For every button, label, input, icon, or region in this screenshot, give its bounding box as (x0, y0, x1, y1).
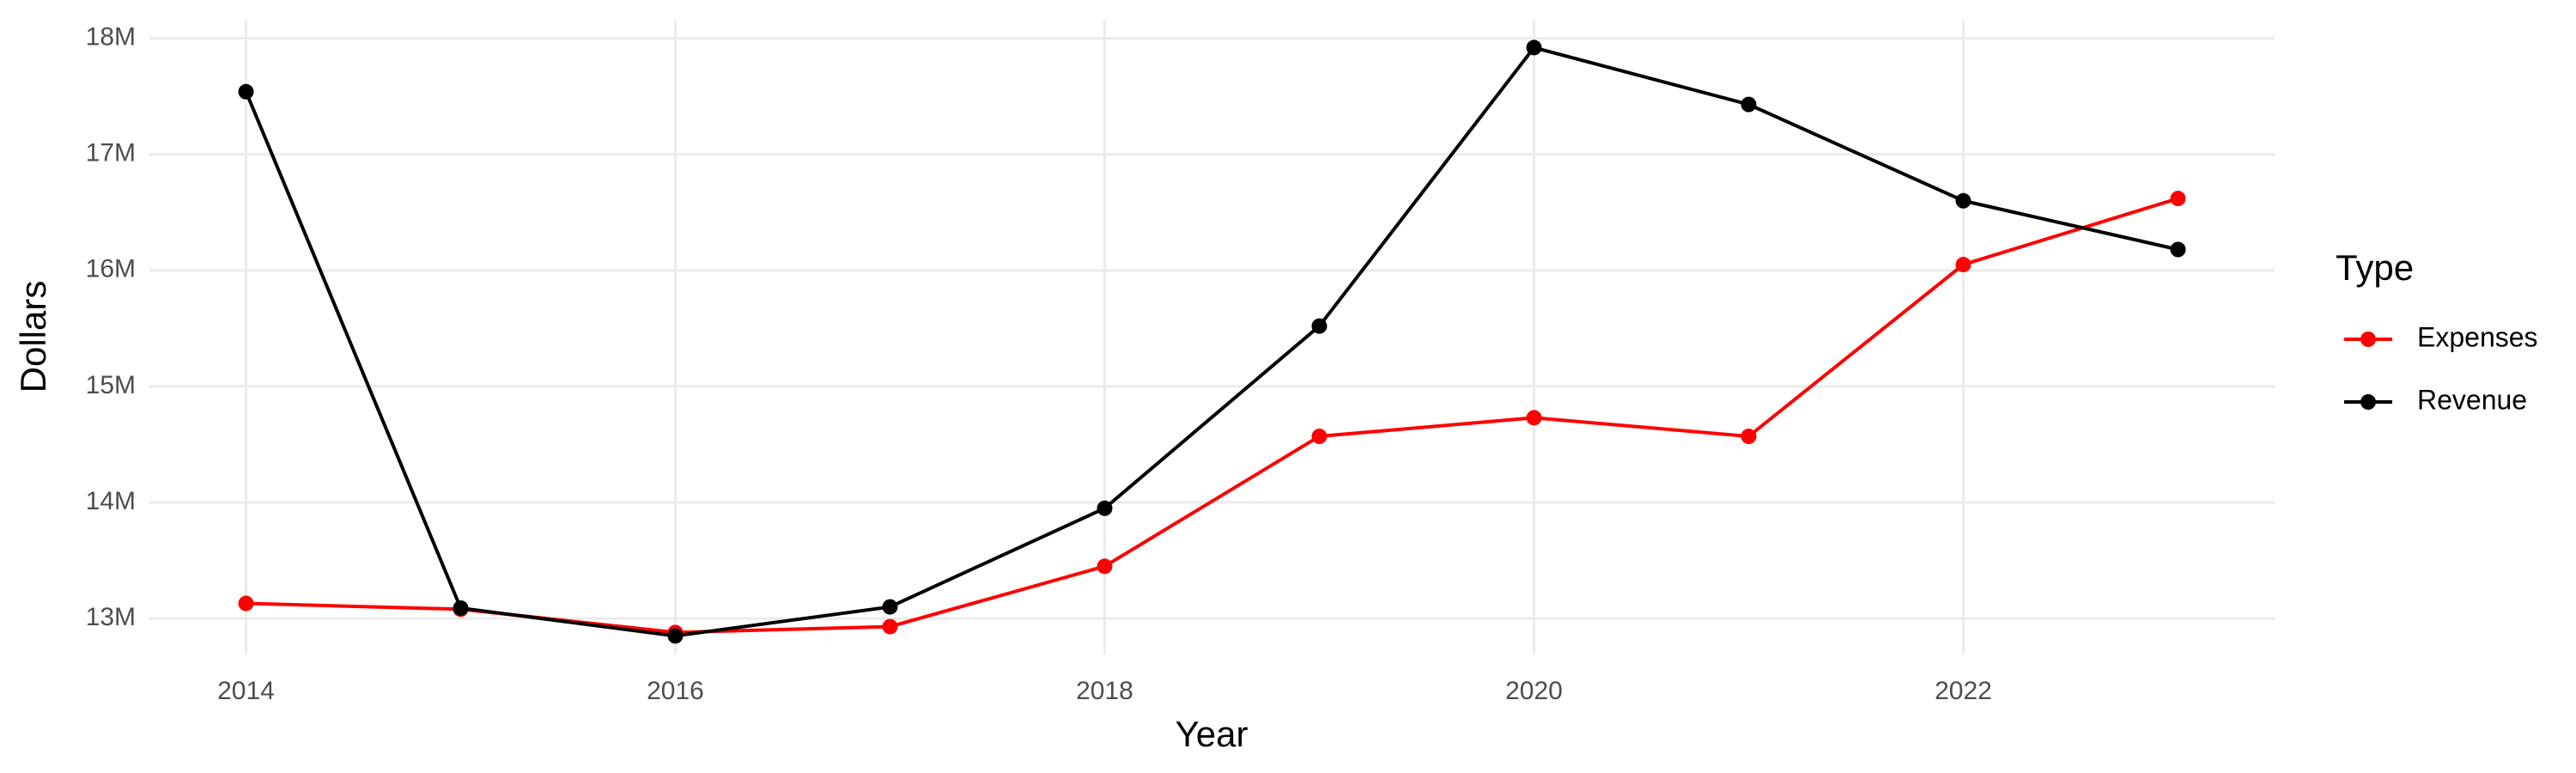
series-line (244, 46, 2178, 638)
data-point (1526, 410, 1542, 426)
data-point (2170, 191, 2186, 207)
y-tick-label: 13M (86, 603, 136, 631)
data-point (1741, 96, 1757, 113)
data-point (1311, 318, 1327, 334)
data-point (1311, 429, 1327, 445)
legend-label: Revenue (2417, 384, 2527, 415)
y-tick-label: 16M (86, 255, 136, 283)
data-point (1097, 500, 1113, 516)
y-tick-label: 18M (86, 23, 136, 52)
x-tick-label: 2016 (647, 677, 704, 705)
x-tick-label: 2014 (217, 677, 275, 705)
y-axis-title: Dollars (13, 281, 53, 393)
y-tick-label: 17M (86, 139, 136, 167)
data-point (238, 83, 254, 100)
x-tick-label: 2020 (1505, 677, 1563, 705)
data-point (1955, 257, 1971, 273)
legend-key-point (2360, 332, 2376, 347)
y-tick-label: 14M (86, 487, 136, 515)
data-point (1097, 558, 1113, 575)
data-point (1955, 192, 1971, 209)
legend-label: Expenses (2417, 321, 2538, 352)
legend-key-point (2360, 394, 2376, 410)
x-tick-label: 2022 (1935, 677, 1992, 705)
data-point (2170, 241, 2186, 258)
legend-title: Type (2336, 247, 2414, 288)
data-point (238, 595, 254, 612)
x-axis-title: Year (1176, 714, 1249, 754)
data-point (882, 618, 898, 635)
data-point (453, 600, 469, 616)
data-point (882, 599, 898, 615)
data-point (667, 628, 683, 644)
data-point (1741, 429, 1757, 445)
data-point (1526, 40, 1542, 56)
x-tick-label: 2018 (1076, 677, 1133, 705)
y-tick-label: 15M (86, 371, 136, 399)
